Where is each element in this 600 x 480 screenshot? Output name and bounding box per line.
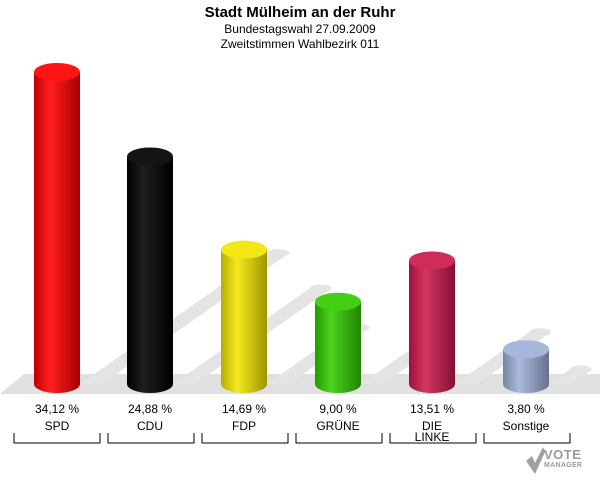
bar-gr-ne: [315, 301, 361, 393]
category-label: FDP: [232, 419, 256, 433]
bar-spd: [34, 72, 80, 393]
bar-top-die-linke: [409, 251, 455, 270]
value-label: 34,12 %: [35, 402, 79, 416]
logo-text-vote: VOTE: [544, 447, 582, 462]
value-label: 9,00 %: [319, 402, 357, 416]
bar-top-spd: [34, 63, 80, 81]
chart-title: Stadt Mülheim an der Ruhr: [204, 4, 396, 21]
bar-fdp: [221, 249, 267, 393]
category-bracket: [295, 433, 383, 444]
category-label: SPD: [45, 419, 70, 433]
vote-manager-logo: VOTE MANAGER: [524, 444, 600, 478]
bar-top-sonstige: [503, 340, 549, 359]
chart-subtitle-district: Zweitstimmen Wahlbezirk 011: [220, 37, 380, 51]
value-label: 3,80 %: [507, 402, 545, 416]
bar-shadow-cap: [309, 284, 332, 293]
chart-subtitle-election: Bundestagswahl 27.09.2009: [224, 22, 376, 36]
category-bracket: [13, 433, 101, 444]
bar-cdu: [127, 156, 173, 393]
category-label: CDU: [137, 419, 163, 433]
checkmark-icon: [526, 447, 545, 474]
category-label: DIE: [422, 419, 442, 433]
bar-top-gr-ne: [315, 292, 361, 311]
bar-top-cdu: [127, 147, 173, 166]
value-label: 13,51 %: [410, 402, 454, 416]
category-bracket: [107, 433, 195, 444]
category-bracket: [483, 433, 571, 444]
value-label: 14,69 %: [222, 402, 266, 416]
logo-text-manager: MANAGER: [544, 462, 583, 469]
chart-header: Stadt Mülheim an der Ruhr Bundestagswahl…: [0, 4, 600, 52]
bar-sonstige: [503, 349, 549, 393]
category-label: LINKE: [415, 430, 450, 444]
category-bracket: [389, 433, 477, 444]
bar-shadow-cap: [267, 248, 290, 257]
bar-top-fdp: [221, 240, 267, 259]
category-label: GRÜNE: [316, 419, 359, 433]
bar-shadow-cap: [569, 365, 592, 374]
bar-shadow-cap: [529, 328, 552, 337]
bar-die-linke: [409, 260, 455, 393]
value-label: 24,88 %: [128, 402, 172, 416]
category-bracket: [201, 433, 289, 444]
category-label: Sonstige: [503, 419, 550, 433]
